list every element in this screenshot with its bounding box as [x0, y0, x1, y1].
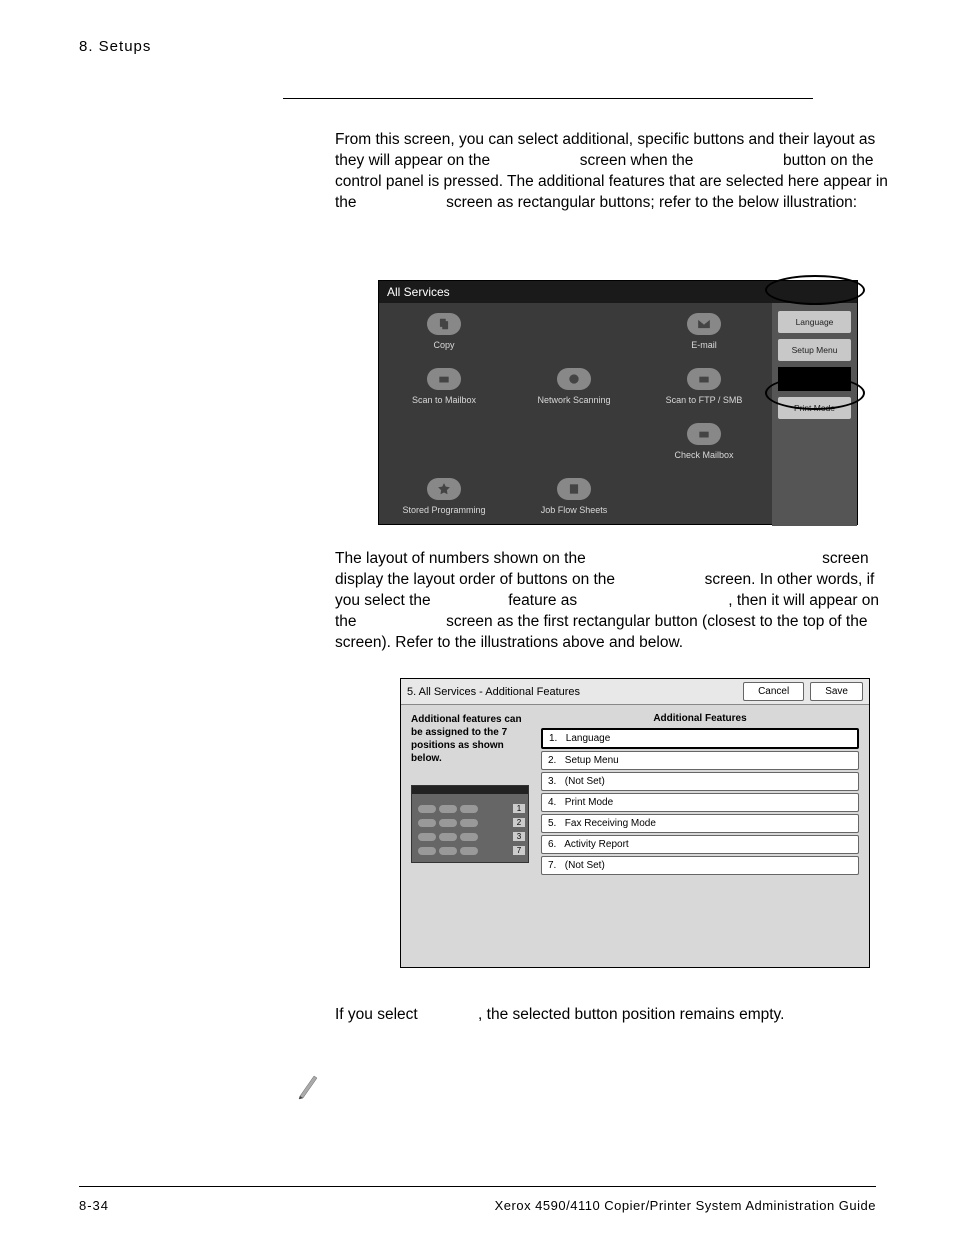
item-1-num: 1.	[549, 733, 563, 744]
additional-features-dialog: 5. All Services - Additional Features Ca…	[400, 678, 870, 968]
p1-i3: All Services	[361, 194, 442, 211]
p2-i5: All Services	[361, 613, 442, 630]
save-button[interactable]: Save	[810, 682, 863, 701]
item-3-label: (Not Set)	[565, 776, 605, 787]
service-scan-ftp-label: Scan to FTP / SMB	[639, 395, 769, 405]
feature-item-1[interactable]: 1. Language	[541, 728, 859, 749]
footer-doc-title: Xerox 4590/4110 Copier/Printer System Ad…	[495, 1198, 876, 1213]
item-5-label: Fax Receiving Mode	[565, 818, 656, 829]
service-scan-mailbox-label: Scan to Mailbox	[379, 395, 509, 405]
service-network-scanning[interactable]: Network Scanning	[509, 368, 639, 405]
service-stored-programming-label: Stored Programming	[379, 505, 509, 515]
footer-page-number: 8-34	[79, 1198, 109, 1213]
thumb-topbar	[412, 786, 528, 794]
p2-i4: 1. Additional Feature	[581, 592, 723, 609]
check-mailbox-icon	[687, 423, 721, 445]
paragraph-3: If you select Not Set , the selected but…	[335, 1005, 890, 1026]
thumb-num-1: 1	[513, 804, 525, 813]
service-email-label: E-mail	[639, 340, 769, 350]
all-services-screenshot: All Services Copy E-mail Scan to Mailbox…	[378, 280, 858, 525]
item-4-label: Print Mode	[565, 797, 613, 808]
email-icon	[687, 313, 721, 335]
p3-t2: , the selected button position remains e…	[478, 1006, 784, 1023]
thumb-num-7: 7	[513, 846, 525, 855]
thumb-row-4	[418, 846, 481, 855]
p1-i2: All Services	[698, 152, 779, 169]
dialog-titlebar: 5. All Services - Additional Features Ca…	[401, 679, 869, 705]
item-7-num: 7.	[548, 860, 562, 871]
feature-item-5[interactable]: 5. Fax Receiving Mode	[541, 814, 859, 833]
p2-t1: The layout of numbers shown on the	[335, 550, 590, 567]
dialog-title: 5. All Services - Additional Features	[407, 686, 737, 698]
dialog-left-panel: Additional features can be assigned to t…	[411, 713, 541, 957]
p3-t1: If you select	[335, 1006, 422, 1023]
service-check-mailbox[interactable]: Check Mailbox	[639, 423, 769, 460]
p1-t4: screen as rectangular buttons; refer to …	[446, 194, 857, 211]
job-flow-icon	[557, 478, 591, 500]
service-network-scanning-label: Network Scanning	[509, 395, 639, 405]
all-services-side-panel: Language Setup Menu Print Mode	[772, 303, 857, 526]
service-scan-mailbox[interactable]: Scan to Mailbox	[379, 368, 509, 405]
item-4-num: 4.	[548, 797, 562, 808]
feature-item-7[interactable]: 7. (Not Set)	[541, 856, 859, 875]
paragraph-2: The layout of numbers shown on the All S…	[335, 549, 890, 654]
note-pencil-icon	[295, 1072, 321, 1102]
p3-i1: Not Set	[422, 1006, 474, 1023]
scan-ftp-icon	[687, 368, 721, 390]
dialog-left-text: Additional features can be assigned to t…	[411, 713, 535, 765]
item-5-num: 5.	[548, 818, 562, 829]
p1-t2: screen when the	[580, 152, 698, 169]
item-2-num: 2.	[548, 755, 562, 766]
item-6-label: Activity Report	[564, 839, 628, 850]
service-stored-programming[interactable]: Stored Programming	[379, 478, 509, 515]
p2-i3: Language	[435, 592, 504, 609]
feature-item-4[interactable]: 4. Print Mode	[541, 793, 859, 812]
stored-programming-icon	[427, 478, 461, 500]
item-1-label: Language	[566, 733, 611, 744]
p2-i1: All Services - Additional Features	[590, 550, 818, 567]
service-scan-ftp[interactable]: Scan to FTP / SMB	[639, 368, 769, 405]
copy-icon	[427, 313, 461, 335]
side-black-spacer	[778, 367, 851, 391]
service-email[interactable]: E-mail	[639, 313, 769, 350]
p2-t4: feature as	[508, 592, 581, 609]
side-language-button[interactable]: Language	[778, 311, 851, 333]
item-7-label: (Not Set)	[565, 860, 605, 871]
item-6-num: 6.	[548, 839, 562, 850]
service-copy[interactable]: Copy	[379, 313, 509, 350]
thumb-num-3: 3	[513, 832, 525, 841]
service-job-flow-label: Job Flow Sheets	[509, 505, 639, 515]
network-scanning-icon	[557, 368, 591, 390]
item-3-num: 3.	[548, 776, 562, 787]
side-print-mode-button[interactable]: Print Mode	[778, 397, 851, 419]
paragraph-1: From this screen, you can select additio…	[335, 130, 890, 214]
service-copy-label: Copy	[379, 340, 509, 350]
all-services-title: All Services	[379, 281, 857, 303]
feature-item-3[interactable]: 3. (Not Set)	[541, 772, 859, 791]
service-check-mailbox-label: Check Mailbox	[639, 450, 769, 460]
dialog-body: Additional features can be assigned to t…	[401, 705, 869, 967]
cancel-button[interactable]: Cancel	[743, 682, 804, 701]
all-services-grid: Copy E-mail Scan to Mailbox Network Scan…	[379, 303, 774, 526]
thumb-row-1	[418, 804, 481, 813]
service-job-flow[interactable]: Job Flow Sheets	[509, 478, 639, 515]
column-header: Additional Features	[541, 713, 859, 724]
thumb-row-2	[418, 818, 481, 827]
thumb-num-2: 2	[513, 818, 525, 827]
side-setup-menu-button[interactable]: Setup Menu	[778, 339, 851, 361]
item-2-label: Setup Menu	[565, 755, 619, 766]
dialog-right-panel: Additional Features 1. Language 2. Setup…	[541, 713, 859, 957]
scan-mailbox-icon	[427, 368, 461, 390]
p1-i1: All Services	[494, 152, 575, 169]
header-section-label: 8. Setups	[79, 38, 151, 55]
feature-item-6[interactable]: 6. Activity Report	[541, 835, 859, 854]
thumb-row-3	[418, 832, 481, 841]
divider-footer	[79, 1186, 876, 1187]
feature-item-2[interactable]: 2. Setup Menu	[541, 751, 859, 770]
p2-i2: All Services	[619, 571, 700, 588]
layout-thumbnail: 1 2 3 7	[411, 785, 529, 863]
divider-top	[283, 98, 813, 99]
